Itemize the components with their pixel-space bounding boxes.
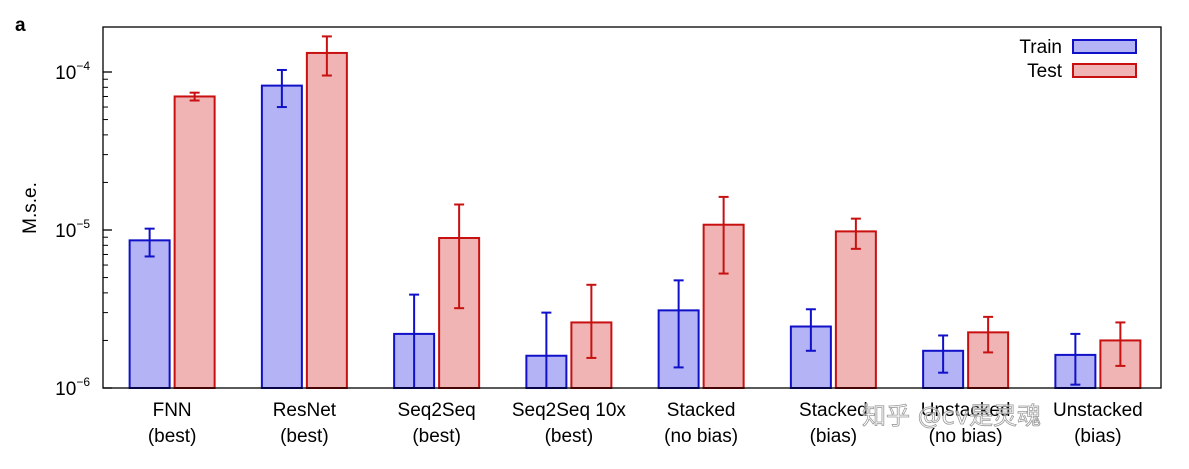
category-label-line1: Stacked xyxy=(667,400,736,421)
panel-label: a xyxy=(15,15,26,36)
category-label-line2: (bias) xyxy=(1074,426,1122,447)
watermark: 知乎 @cv是灵魂 xyxy=(862,402,1041,430)
legend-label-train: Train xyxy=(1019,37,1062,58)
y-axis-ticks: 10−6 10−5 10−4 xyxy=(55,59,112,400)
category-label-line1: Unstacked xyxy=(921,400,1011,421)
legend-swatch-test xyxy=(1072,63,1137,78)
bars-group xyxy=(128,51,1142,390)
category-label-line2: (bias) xyxy=(810,426,858,447)
category-label-line2: (no bias) xyxy=(664,426,738,447)
category-labels: FNN (best) ResNet (best) Seq2Seq (best) Seq2Se… xyxy=(148,400,1143,447)
y-tick-label: 10−4 xyxy=(55,59,90,84)
category-label-line1: Seq2Seq 10x xyxy=(512,400,627,421)
category-label-line2: (best) xyxy=(412,426,461,447)
bar-train xyxy=(260,84,303,390)
category-label-line1: Unstacked xyxy=(1053,400,1143,421)
bar-test xyxy=(834,230,877,389)
category-label-line1: ResNet xyxy=(273,400,337,421)
legend-label-test: Test xyxy=(1027,61,1063,82)
legend: Train Test xyxy=(1019,37,1137,82)
bar-train xyxy=(128,239,171,389)
legend-swatch-train xyxy=(1072,39,1137,54)
category-label-line1: Seq2Seq xyxy=(398,400,476,421)
bar-test xyxy=(305,51,348,390)
category-label-line2: (no bias) xyxy=(929,426,1003,447)
bar-test xyxy=(173,95,216,389)
category-label-line1: FNN xyxy=(153,400,192,421)
plot-frame xyxy=(102,26,1162,389)
category-label-line1: Stacked xyxy=(799,400,868,421)
category-label-line2: (best) xyxy=(280,426,329,447)
y-tick-label: 10−6 xyxy=(55,375,90,400)
y-axis-title: M.s.e. xyxy=(20,182,41,234)
y-tick-label: 10−5 xyxy=(55,217,90,242)
category-label-line2: (best) xyxy=(545,426,594,447)
category-label-line2: (best) xyxy=(148,426,197,447)
